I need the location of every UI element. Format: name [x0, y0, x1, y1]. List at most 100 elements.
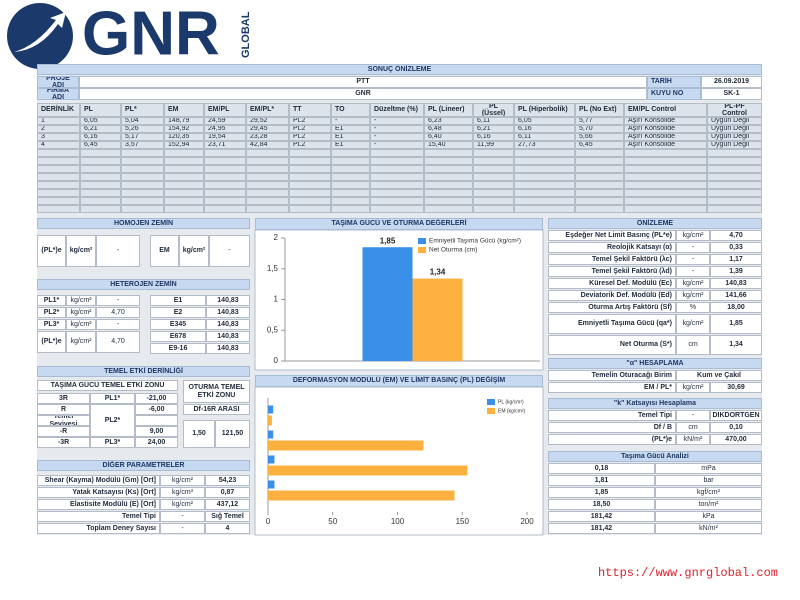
param-value: 4,70 [710, 230, 762, 241]
empty-cell [80, 197, 121, 205]
field: kg/cm² [66, 319, 96, 330]
empty-cell [204, 149, 246, 157]
section-title: ÖNİZLEME [548, 218, 762, 229]
table-cell: 6,05 [80, 117, 121, 125]
range-to: 121,50 [215, 420, 250, 448]
logo-subtext: GLOBAL [240, 11, 252, 58]
table-cell: 3 [37, 133, 80, 141]
empty-cell [370, 181, 424, 189]
table-cell: E1 [331, 125, 370, 133]
empty-cell [289, 157, 331, 165]
y-tick-label: 0,5 [267, 325, 279, 334]
field-label: KUYU NO [647, 88, 701, 100]
empty-cell [575, 149, 624, 157]
legend-label: Emniyetli Taşıma Gücü (kg/cm²) [429, 238, 521, 245]
param-unit: kg/cm² [160, 499, 205, 510]
param-name: Reolojik Katsayı (α) [548, 242, 676, 253]
table-cell: - [370, 125, 424, 133]
empty-cell [80, 205, 121, 213]
param-name: Temel Şekil Faktörü (λd) [548, 266, 676, 277]
param-value: 0,10 [710, 422, 762, 433]
empty-cell [37, 157, 80, 165]
field-value: GNR [79, 88, 647, 100]
empty-cell [473, 157, 514, 165]
table-cell: 42,84 [246, 141, 289, 149]
empty-cell [37, 197, 80, 205]
param-unit: - [676, 254, 710, 265]
legend-label: EM (kg/cm²) [498, 408, 526, 414]
legend-swatch [487, 399, 495, 405]
empty-cell [204, 165, 246, 173]
empty-cell [424, 173, 473, 181]
empty-cell [624, 189, 707, 197]
param-name: Oturma Artış Faktörü (Sf) [548, 302, 676, 313]
bar [268, 465, 468, 476]
logo-icon [7, 3, 73, 69]
range: Df-16R ARASI [183, 404, 250, 415]
field-label: E9-16 [150, 343, 206, 354]
field-label: E345 [150, 319, 206, 330]
analysis-unit: kPa [655, 511, 762, 522]
bar [268, 405, 274, 414]
empty-cell [624, 149, 707, 157]
value-label: 1,34 [430, 268, 446, 277]
param-name: Df / B [548, 422, 676, 433]
field-label: TARİH [647, 76, 701, 88]
param-value: 437,12 [205, 499, 250, 510]
pl-label: PL2* [90, 404, 135, 437]
bar [268, 480, 275, 489]
field-label: FİRMA ADI [37, 88, 79, 100]
column-header: DERİNLİK [37, 103, 80, 117]
chart-title: DEFORMASYON MODÜLÜ (EM) VE LİMİT BASINÇ … [255, 375, 543, 387]
param-value: 54,23 [205, 475, 250, 486]
pl-label: PL3* [90, 437, 135, 448]
param-unit: cm [676, 335, 710, 355]
param-value: 140,83 [710, 278, 762, 289]
table-cell: 5,70 [575, 125, 624, 133]
depth: -21,00 [135, 393, 178, 404]
param-unit: cm [676, 422, 710, 433]
field-value: 140,83 [206, 331, 250, 342]
analysis-unit: kN/m² [655, 523, 762, 534]
field-value: 140,83 [206, 343, 250, 354]
empty-cell [575, 173, 624, 181]
field: EM [150, 235, 179, 267]
param-unit: kg/cm² [676, 230, 710, 241]
empty-cell [164, 181, 204, 189]
empty-cell [707, 157, 762, 165]
column-header: PL (No Ext) [575, 103, 624, 117]
empty-cell [37, 149, 80, 157]
empty-cell [289, 197, 331, 205]
empty-cell [121, 205, 164, 213]
empty-cell [246, 149, 289, 157]
empty-cell [164, 157, 204, 165]
field-value: 140,83 [206, 307, 250, 318]
field: kg/cm² [179, 235, 209, 267]
empty-cell [370, 205, 424, 213]
empty-cell [424, 189, 473, 197]
empty-cell [331, 189, 370, 197]
empty-cell [707, 197, 762, 205]
level: Temel Seviyesi [37, 415, 90, 426]
column-header: PL (Lineer) [424, 103, 473, 117]
empty-cell [707, 205, 762, 213]
empty-cell [121, 173, 164, 181]
field: kg/cm² [66, 295, 96, 306]
param-value: 4 [205, 523, 250, 534]
logo-arrow [14, 12, 66, 52]
level: -3R [37, 437, 90, 448]
table-cell: 27,73 [514, 141, 575, 149]
empty-cell [707, 165, 762, 173]
table-cell: 5,66 [575, 133, 624, 141]
range-from: 1,50 [183, 420, 215, 448]
param-name: Emniyetli Taşıma Gücü (qa*) [548, 314, 676, 334]
empty-cell [514, 189, 575, 197]
empty-cell [473, 165, 514, 173]
section-title: HOMOJEN ZEMİN [37, 218, 250, 229]
section-title: HETEROJEN ZEMİN [37, 279, 250, 290]
analysis-unit: mPa [655, 463, 762, 474]
field: kg/cm² [66, 235, 96, 267]
table-cell: 19,54 [204, 133, 246, 141]
param-value: 1,17 [710, 254, 762, 265]
empty-cell [164, 189, 204, 197]
